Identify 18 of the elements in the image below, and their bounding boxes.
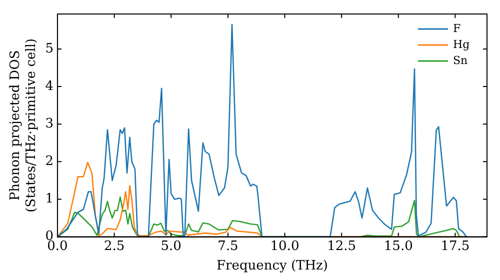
legend-label: Sn <box>453 54 468 67</box>
x-tick-label: 15.0 <box>384 238 413 254</box>
y-tick-label: 1 <box>45 192 54 207</box>
x-tick-label: 2.5 <box>104 238 125 254</box>
x-tick-label: 0.0 <box>47 238 68 254</box>
x-tick-label: 7.5 <box>218 238 238 254</box>
y-axis-title: Phonon projected DOS (States/THz·primitive cell) <box>8 38 39 212</box>
x-tick-label: 10.0 <box>270 238 300 254</box>
x-tick-label: 12.5 <box>327 238 356 254</box>
y-tick-label: 5 <box>45 41 54 56</box>
y-tick-label: 3 <box>45 116 54 132</box>
x-axis-title: Frequency (THz) <box>216 258 328 274</box>
x-tick-label: 17.5 <box>440 238 470 254</box>
y-tick-label: 4 <box>45 78 54 94</box>
y-tick-label: 2 <box>45 154 54 170</box>
legend-label: F <box>453 22 461 35</box>
x-tick-label: 5.0 <box>160 238 182 254</box>
legend-label: Hg <box>453 38 470 51</box>
